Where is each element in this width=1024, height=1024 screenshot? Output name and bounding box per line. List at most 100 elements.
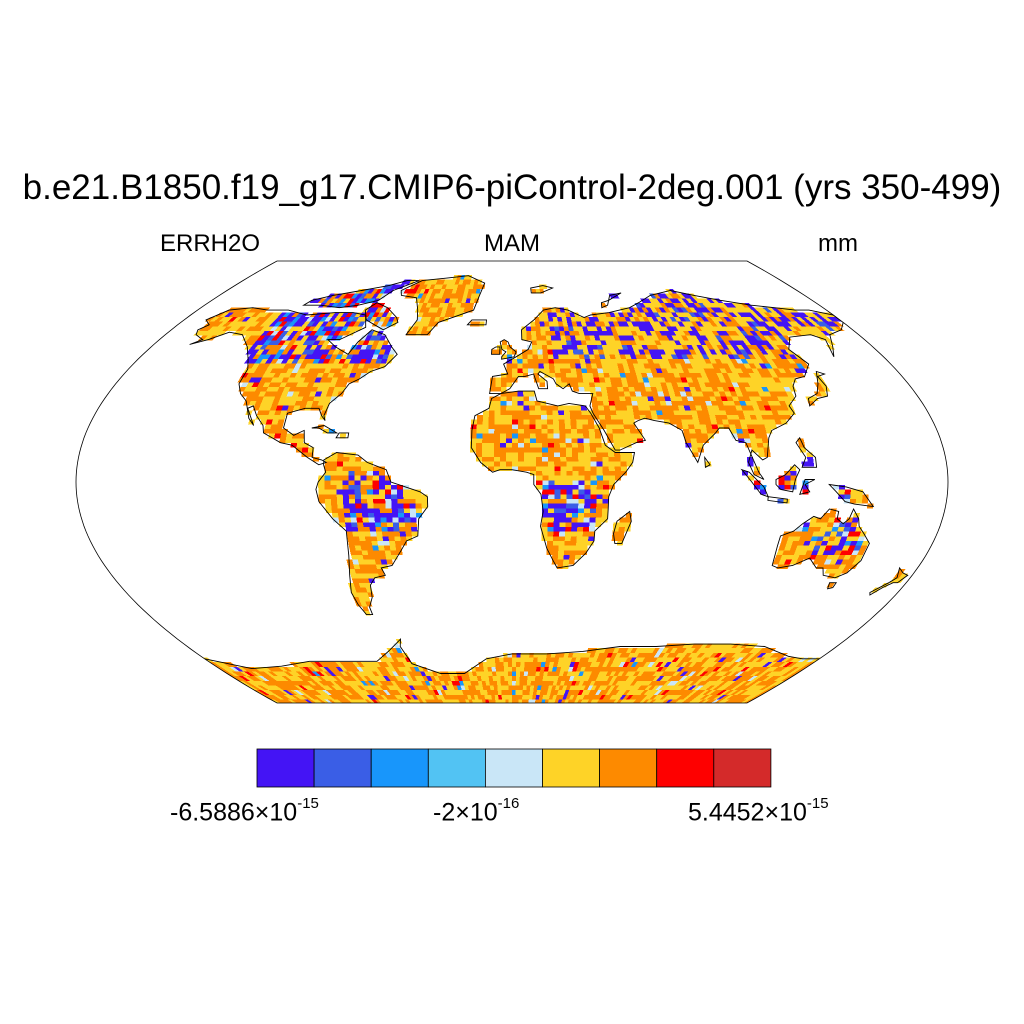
grid-cell: [560, 335, 566, 341]
grid-cell: [572, 498, 579, 504]
grid-cell: [325, 335, 334, 341]
grid-cell: [431, 298, 438, 303]
grid-cell: [434, 317, 440, 322]
grid-cell: [662, 391, 670, 397]
grid-cell: [718, 321, 727, 327]
grid-cell: [570, 540, 577, 546]
grid-cell: [440, 298, 446, 303]
grid-cell: [294, 373, 303, 378]
grid-cell: [423, 321, 430, 327]
grid-cell: [735, 405, 743, 411]
grid-cell: [337, 349, 346, 355]
grid-cell: [762, 340, 772, 345]
grid-cell: [665, 382, 673, 387]
grid-cell: [296, 396, 304, 401]
grid-cell: [716, 345, 725, 350]
grid-cell: [586, 699, 593, 703]
grid-cell: [412, 671, 419, 677]
grid-cell: [725, 680, 736, 686]
grid-cell: [565, 447, 573, 453]
grid-cell: [588, 531, 595, 537]
grid-cell: [825, 331, 836, 336]
grid-cell: [508, 680, 512, 686]
grid-cell: [576, 321, 583, 327]
grid-cell: [587, 685, 594, 691]
grid-cell: [246, 317, 256, 322]
grid-cell: [577, 526, 584, 532]
grid-cell: [577, 522, 584, 527]
grid-cell: [306, 662, 316, 667]
grid-cell: [799, 317, 811, 322]
grid-cell: [327, 312, 336, 317]
grid-cell: [598, 377, 606, 383]
grid-cell: [571, 526, 578, 532]
grid-cell: [360, 484, 367, 490]
grid-cell: [466, 680, 472, 686]
grid-cell: [764, 666, 775, 672]
grid-cell: [563, 326, 569, 331]
grid-cell: [354, 545, 362, 551]
grid-cell: [519, 676, 524, 681]
grid-cell: [563, 405, 570, 411]
grid-cell: [752, 424, 760, 429]
grid-cell: [356, 517, 363, 523]
grid-cell: [522, 363, 528, 369]
grid-cell: [618, 391, 625, 397]
grid-cell: [312, 685, 323, 691]
grid-cell: [740, 405, 749, 411]
grid-cell: [336, 690, 346, 695]
grid-cell: [354, 494, 361, 499]
grid-cell: [223, 671, 236, 677]
grid-cell: [654, 321, 662, 327]
grid-cell: [632, 671, 640, 677]
grid-cell: [856, 494, 863, 499]
grid-cell: [423, 298, 430, 303]
grid-cell: [378, 480, 385, 485]
grid-cell: [641, 680, 649, 686]
grid-cell: [265, 680, 276, 686]
grid-cell: [713, 643, 722, 649]
grid-cell: [672, 387, 680, 392]
grid-cell: [517, 438, 524, 443]
grid-cell: [631, 699, 640, 703]
grid-cell: [591, 368, 598, 373]
grid-cell: [562, 321, 568, 327]
grid-cell: [526, 326, 531, 331]
grid-cell: [608, 685, 616, 691]
grid-cell: [618, 662, 626, 667]
grid-cell: [330, 489, 337, 495]
grid-cell: [496, 671, 501, 677]
grid-cell: [708, 662, 718, 667]
grid-cell: [528, 666, 533, 672]
grid-cell: [590, 471, 597, 476]
grid-cell: [565, 433, 572, 439]
grid-cell: [577, 382, 584, 387]
grid-cell: [700, 657, 710, 663]
grid-cell: [250, 326, 260, 331]
grid-cell: [675, 419, 683, 425]
grid-cell: [791, 321, 802, 327]
grid-cell: [373, 508, 380, 513]
grid-cell: [427, 685, 434, 691]
grid-cell: [297, 340, 306, 345]
grid-cell: [365, 540, 373, 546]
grid-cell: [556, 680, 562, 686]
grid-cell: [301, 676, 311, 681]
grid-cell: [558, 410, 565, 415]
grid-cell: [377, 340, 385, 345]
grid-cell: [373, 662, 381, 667]
grid-cell: [605, 699, 613, 703]
grid-cell: [550, 699, 556, 703]
grid-cell: [807, 312, 818, 317]
grid-cell: [704, 419, 712, 425]
grid-cell: [669, 363, 677, 369]
grid-cell: [590, 685, 597, 691]
grid-cell: [535, 415, 542, 420]
grid-cell: [589, 662, 596, 667]
grid-cell: [512, 359, 518, 364]
grid-cell: [699, 690, 709, 695]
grid-cell: [504, 676, 509, 681]
grid-cell: [432, 321, 439, 327]
grid-cell: [335, 671, 345, 677]
grid-cell: [268, 317, 278, 322]
